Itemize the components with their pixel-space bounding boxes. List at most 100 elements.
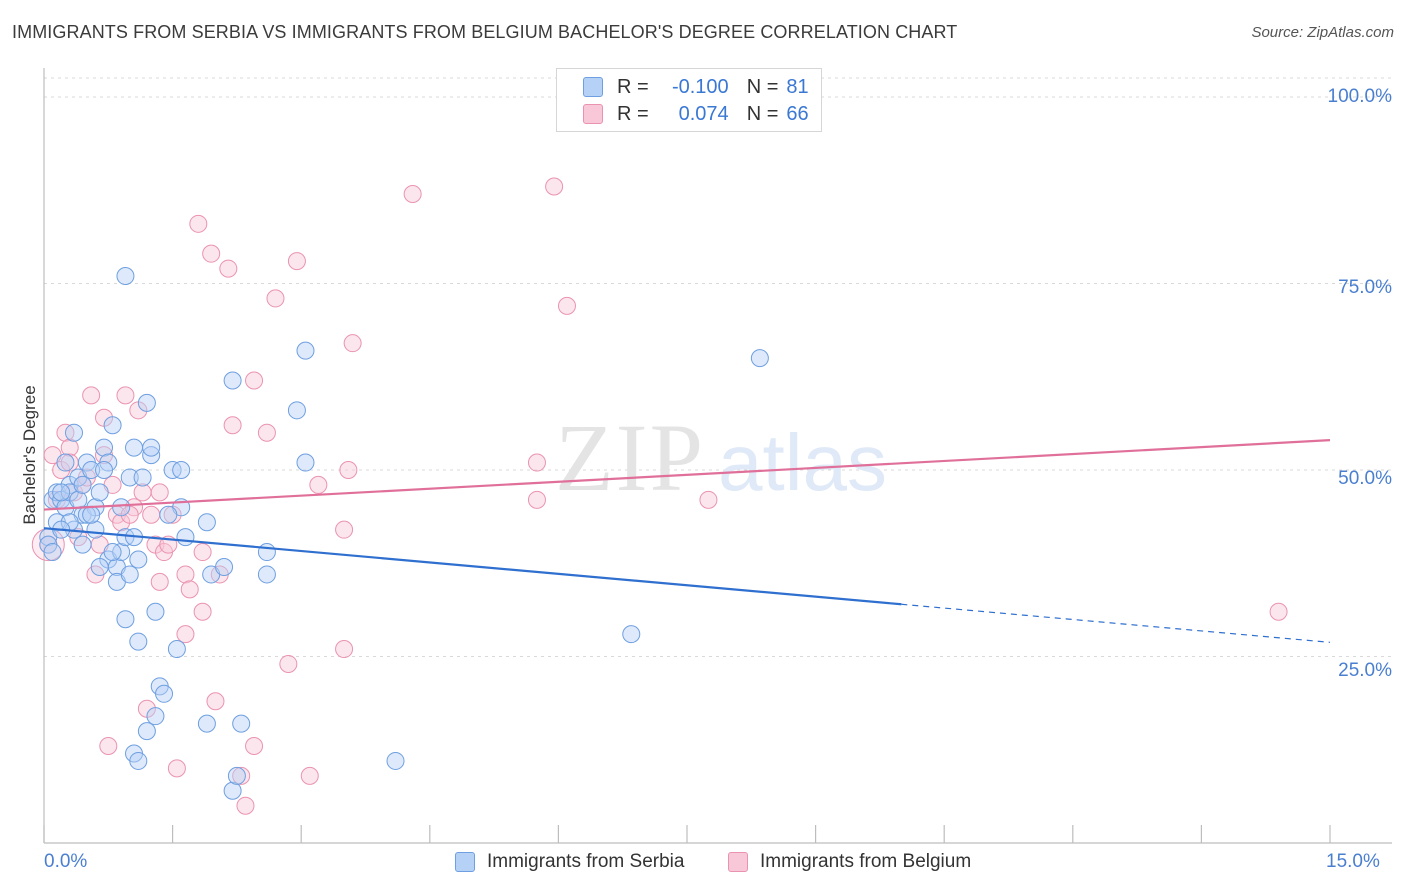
serbia-point [137,722,156,741]
serbia-point [146,707,165,726]
serbia-point [142,446,161,465]
y-axis-label: Bachelor's Degree [20,385,39,525]
serbia-point [52,483,71,502]
belgium-point [189,214,208,233]
serbia-point [137,393,156,412]
serbia-point [82,505,101,524]
belgium-point [527,490,546,509]
belgium-point [116,386,135,405]
serbia-r-value: -0.100 [671,75,729,98]
serbia-point [257,543,276,562]
serbia-n-value: 81 [786,75,809,98]
y-tick-75: 75.0% [1338,277,1392,298]
belgium-point [245,737,264,756]
serbia-point [90,483,109,502]
belgium-point [287,252,306,271]
belgium-point [150,483,169,502]
serbia-point [197,513,216,532]
belgium-trend-line [43,439,1331,511]
serbia-point [287,401,306,420]
belgium-point [180,580,199,599]
belgium-point [176,625,195,644]
serbia-point [120,565,139,584]
belgium-point [257,423,276,442]
serbia-point [129,751,148,770]
series-serbia-points [39,267,769,800]
watermark-zip: ZIP [555,404,705,511]
serbia-swatch [583,77,603,97]
legend-row-belgium: R = 0.074 N = 66 [583,101,809,127]
belgium-point [266,289,285,308]
serbia-point [167,640,186,659]
serbia-point [386,751,405,770]
serbia-point [112,498,131,517]
belgium-point [557,296,576,315]
serbia-point [155,684,174,703]
serbia-point [95,438,114,457]
belgium-point [150,572,169,591]
serbia-point [65,423,84,442]
belgium-point [82,386,101,405]
serbia-point [223,371,242,390]
y-tick-25: 25.0% [1338,660,1392,681]
n-label: N = [746,75,779,98]
serbia-point [86,520,105,539]
axes [43,68,1392,844]
belgium-point [60,438,79,457]
belgium-legend-swatch [728,852,748,872]
serbia-point [82,461,101,479]
serbia-point [257,565,276,584]
r-label: R = [617,102,649,125]
gridlines [44,77,1392,657]
watermark: ZIP atlas [555,404,887,511]
belgium-point [232,766,251,785]
belgium-point [167,759,186,778]
belgium-point [1269,602,1288,621]
belgium-point [339,461,358,479]
belgium-point [699,490,718,509]
legend-item-belgium[interactable]: Immigrants from Belgium [728,851,971,873]
serbia-point [95,461,114,479]
belgium-point [219,259,238,278]
serbia-point [116,267,135,286]
serbia-point [215,557,234,576]
legend-item-serbia[interactable]: Immigrants from Serbia [455,851,684,873]
serbia-point [159,505,178,524]
belgium-n-value: 66 [786,102,809,125]
belgium-point [309,475,328,494]
belgium-point [202,244,221,263]
belgium-point [245,371,264,390]
trend-lines [43,439,1331,643]
belgium-point [527,453,546,472]
belgium-point [403,184,422,203]
serbia-point [296,341,315,360]
belgium-point [545,177,564,196]
serbia-point [129,632,148,651]
serbia-point [146,602,165,621]
source-label: Source: ZipAtlas.com [1251,24,1394,41]
belgium-point [193,602,212,621]
belgium-point [335,520,354,539]
serbia-point [103,543,122,562]
legend-row-serbia: R = -0.100 N = 81 [583,74,809,100]
belgium-point [99,737,118,756]
serbia-point [73,475,92,494]
chart-title: IMMIGRANTS FROM SERBIA VS IMMIGRANTS FRO… [12,22,958,42]
y-tick-100: 100.0% [1327,86,1392,107]
stats-legend: R = -0.100 N = 81 R = 0.074 N = 66 [556,68,822,132]
y-tick-50: 50.0% [1338,468,1392,489]
serbia-point [90,557,109,576]
belgium-swatch [583,104,603,124]
serbia-point [56,453,75,472]
serbia-point [750,349,769,368]
serbia-point [232,714,251,733]
serbia-point [622,625,641,644]
belgium-point [142,505,161,524]
serbia-trend-extension [901,603,1331,643]
belgium-r-value: 0.074 [678,102,729,125]
x-tick-max: 15.0% [1326,851,1380,872]
belgium-point [236,796,255,815]
serbia-point [227,766,246,785]
serbia-point [120,468,139,487]
serbia-point [69,490,88,509]
